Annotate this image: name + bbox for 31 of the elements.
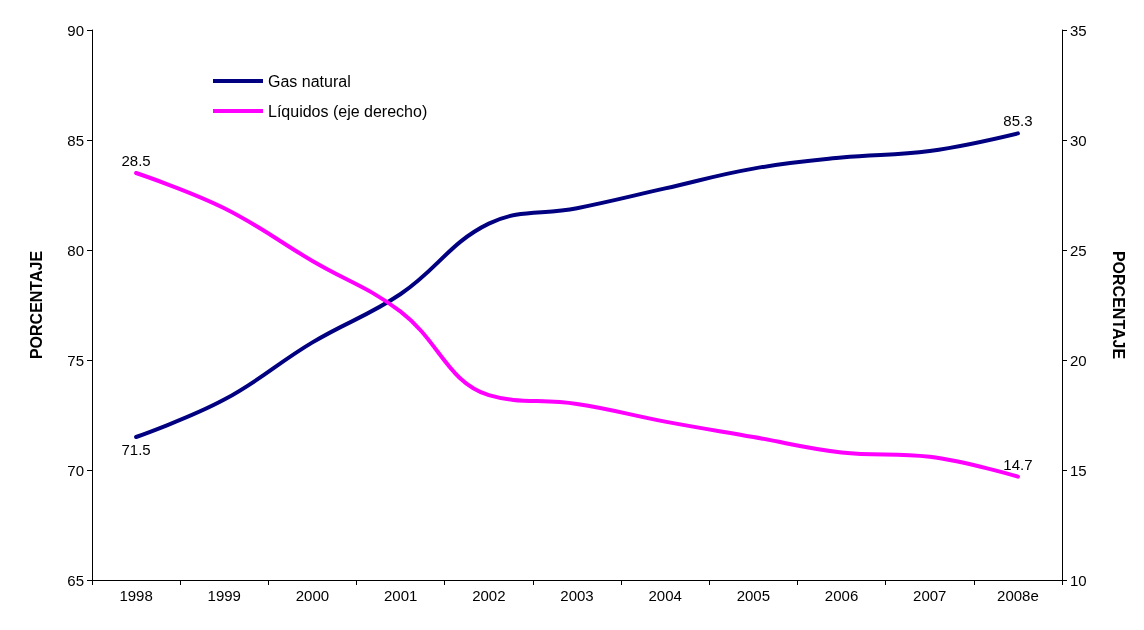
x-tick-label: 2005 xyxy=(736,587,771,604)
y2-tick-label: 25 xyxy=(1070,241,1087,259)
y-tick-label: 70 xyxy=(67,461,84,479)
x-tick-label: 2000 xyxy=(295,587,330,604)
data-label: 85.3 xyxy=(1003,112,1033,130)
x-tick-label: 2001 xyxy=(383,587,418,604)
data-label: 71.5 xyxy=(121,441,151,458)
x-tick-label: 2002 xyxy=(472,587,506,604)
x-tick-label: 2008e xyxy=(997,587,1039,604)
y2-tick-label: 35 xyxy=(1070,21,1087,39)
y2-tick-label: 20 xyxy=(1070,351,1087,369)
y-tick-label: 85 xyxy=(67,131,84,149)
x-tick-label: 1999 xyxy=(207,587,241,604)
legend-label: Gas natural xyxy=(268,72,351,90)
legend-label: Líquidos (eje derecho) xyxy=(268,102,428,120)
y2-tick-label: 30 xyxy=(1070,131,1087,149)
y-tick-label: 75 xyxy=(67,351,84,369)
y-tick-label: 80 xyxy=(67,241,84,259)
y2-tick-label: 15 xyxy=(1070,461,1087,479)
data-label: 28.5 xyxy=(121,152,151,169)
y2-axis-title: PORCENTAJE xyxy=(1109,250,1127,360)
y-axis-title: PORCENTAJE xyxy=(27,250,45,360)
x-tick-label: 1998 xyxy=(119,587,153,604)
x-tick-label: 2004 xyxy=(648,587,682,604)
y-tick-label: 90 xyxy=(67,21,84,39)
x-tick-label: 2006 xyxy=(824,587,859,604)
x-tick-label: 2003 xyxy=(560,587,594,604)
data-label: 14.7 xyxy=(1003,455,1033,473)
y-tick-label: 65 xyxy=(67,571,84,589)
x-tick-label: 2007 xyxy=(913,587,947,604)
y2-tick-label: 10 xyxy=(1070,571,1087,589)
